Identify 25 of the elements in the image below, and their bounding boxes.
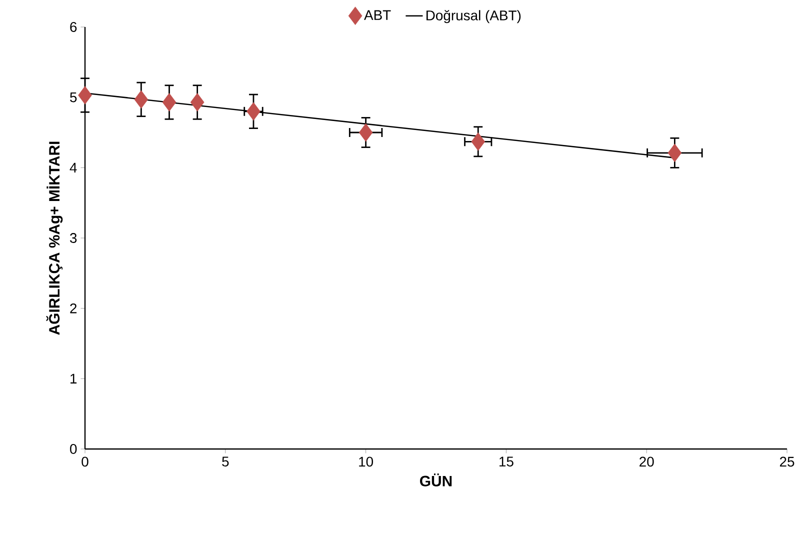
x-tick-label: 5: [222, 456, 229, 467]
x-tick-label: 10: [359, 456, 374, 467]
point: [162, 93, 176, 112]
y-tick-label: 2: [70, 303, 77, 314]
y-tick-label: 0: [70, 444, 77, 454]
y-tick-label: 4: [70, 162, 77, 172]
point: [190, 93, 204, 112]
x-axis-title: GÜN: [420, 474, 452, 486]
point: [358, 123, 373, 142]
y-axis-title: AĞIRLIKÇA %Ag+ MİKTARI: [46, 142, 63, 335]
y-tick-label: 3: [70, 233, 77, 243]
y-tick-label: 6: [70, 22, 77, 32]
legend-label: ABT: [364, 10, 391, 20]
legend-label: Doğrusal (ABT): [426, 10, 521, 24]
point: [246, 102, 260, 121]
point: [78, 86, 92, 104]
x-tick-label: 0: [82, 456, 88, 467]
x-tick-label: 15: [500, 456, 514, 467]
point: [134, 90, 148, 109]
x-tick-label: 25: [780, 456, 794, 467]
point: [668, 144, 682, 162]
y-tick-label: 5: [70, 92, 77, 102]
x-tick-label: 20: [640, 456, 654, 467]
y-tick-label: 1: [70, 374, 77, 384]
point: [471, 132, 486, 151]
